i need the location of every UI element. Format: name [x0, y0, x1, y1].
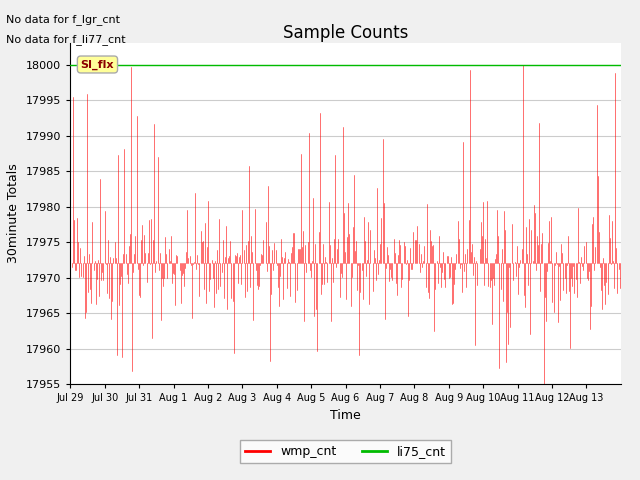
Y-axis label: 30minute Totals: 30minute Totals [8, 164, 20, 264]
Title: Sample Counts: Sample Counts [283, 24, 408, 42]
Text: No data for f_li77_cnt: No data for f_li77_cnt [6, 34, 126, 45]
Text: SI_flx: SI_flx [81, 60, 114, 70]
Legend: wmp_cnt, li75_cnt: wmp_cnt, li75_cnt [241, 440, 451, 463]
Text: No data for f_lgr_cnt: No data for f_lgr_cnt [6, 14, 120, 25]
X-axis label: Time: Time [330, 408, 361, 421]
